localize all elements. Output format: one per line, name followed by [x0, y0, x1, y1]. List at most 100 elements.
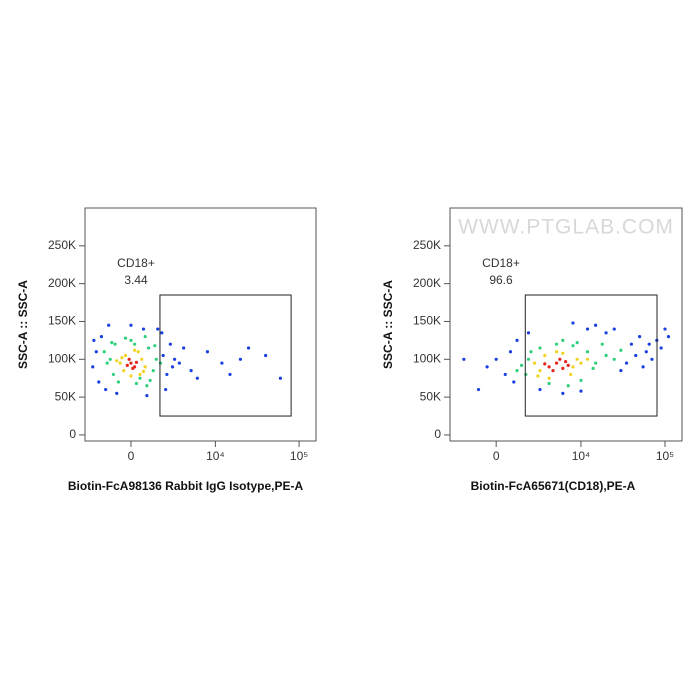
- event-dot: [634, 353, 638, 358]
- event-dot: [120, 356, 124, 360]
- gate-name: CD18+: [117, 256, 155, 270]
- event-dot: [619, 348, 623, 352]
- event-dot: [604, 331, 608, 335]
- event-dot: [154, 357, 158, 361]
- event-dot: [136, 350, 140, 354]
- event-dot: [536, 374, 540, 378]
- y-axis-title: SSC-A :: SSC-A: [381, 280, 395, 369]
- event-dot: [624, 361, 629, 365]
- event-dot: [612, 327, 616, 331]
- y-tick-label: 250K: [48, 238, 76, 252]
- y-tick-label: 150K: [48, 314, 76, 328]
- gate-percent: 96.6: [489, 273, 513, 287]
- event-dot: [129, 361, 133, 365]
- event-dot: [494, 357, 498, 361]
- event-dot: [138, 372, 142, 377]
- event-dot: [538, 369, 542, 373]
- event-dot: [547, 381, 551, 386]
- event-dot: [591, 366, 595, 370]
- event-dot: [551, 369, 555, 373]
- event-dot: [140, 357, 144, 361]
- event-dot: [145, 394, 149, 398]
- x-axis-title: Biotin-FcA98136 Rabbit IgG Isotype,PE-A: [68, 479, 304, 493]
- event-dot: [503, 372, 507, 377]
- x-tick-label: 10⁵: [656, 449, 674, 463]
- x-tick-label: 0: [493, 449, 500, 463]
- event-dot: [97, 380, 101, 384]
- event-dot: [143, 335, 147, 339]
- event-dot: [566, 363, 570, 367]
- event-dot: [600, 342, 604, 346]
- event-dot: [529, 350, 533, 354]
- x-tick-label: 0: [128, 449, 135, 463]
- event-dot: [278, 376, 283, 380]
- y-tick-label: 50K: [420, 389, 441, 403]
- event-dot: [547, 376, 551, 380]
- event-dot: [638, 335, 642, 339]
- event-dot: [246, 346, 251, 350]
- event-dot: [177, 361, 181, 365]
- event-dot: [134, 381, 139, 386]
- event-dot: [92, 338, 96, 342]
- event-dot: [143, 365, 147, 369]
- event-dot: [129, 374, 133, 378]
- event-dot: [575, 341, 579, 345]
- event-dot: [151, 369, 155, 373]
- event-dot: [127, 357, 131, 361]
- event-dot: [138, 376, 142, 380]
- event-dot: [644, 350, 648, 354]
- event-dot: [629, 342, 634, 346]
- gate: [159, 294, 292, 417]
- event-dot: [561, 391, 565, 395]
- event-dot: [134, 360, 139, 364]
- event-dot: [558, 357, 562, 361]
- event-dot: [115, 359, 119, 363]
- event-dot: [238, 357, 243, 361]
- event-dot: [543, 362, 547, 366]
- y-tick-label: 250K: [413, 238, 441, 252]
- watermark: WWW.PTGLAB.COM: [458, 216, 674, 239]
- event-dot: [585, 350, 590, 354]
- y-tick-label: 0: [434, 427, 441, 441]
- event-dot: [554, 342, 559, 346]
- event-dot: [579, 361, 583, 365]
- event-dot: [165, 372, 169, 377]
- event-dot: [538, 346, 542, 350]
- y-tick-label: 150K: [413, 314, 441, 328]
- event-dot: [547, 365, 551, 369]
- event-dot: [133, 342, 137, 346]
- event-dot: [145, 384, 149, 388]
- event-dot: [182, 346, 186, 350]
- event-dot: [554, 361, 559, 365]
- event-dot: [228, 372, 232, 377]
- event-dot: [532, 361, 537, 365]
- event-dot: [153, 344, 157, 348]
- event-dot: [102, 350, 106, 354]
- event-dot: [113, 342, 117, 346]
- event-dot: [105, 361, 109, 365]
- x-axis-title: Biotin-FcA65671(CD18),PE-A: [471, 479, 636, 493]
- event-dot: [168, 342, 172, 346]
- event-dot: [538, 387, 542, 392]
- event-dot: [111, 372, 116, 377]
- event-dot: [512, 380, 516, 384]
- event-dot: [666, 335, 671, 339]
- x-tick-label: 10⁴: [572, 449, 591, 463]
- plot-frame: [449, 207, 683, 442]
- event-dot: [566, 384, 570, 388]
- event-dot: [129, 338, 133, 342]
- event-dot: [133, 365, 137, 369]
- event-dot: [462, 357, 466, 361]
- event-dot: [519, 363, 524, 367]
- event-dot: [110, 341, 114, 345]
- event-dot: [170, 365, 175, 369]
- event-dot: [543, 353, 547, 358]
- event-dot: [104, 387, 108, 392]
- event-dot: [161, 353, 165, 358]
- event-dot: [659, 346, 663, 350]
- y-tick-label: 200K: [48, 276, 76, 290]
- event-dot: [116, 380, 121, 384]
- event-dot: [579, 378, 583, 383]
